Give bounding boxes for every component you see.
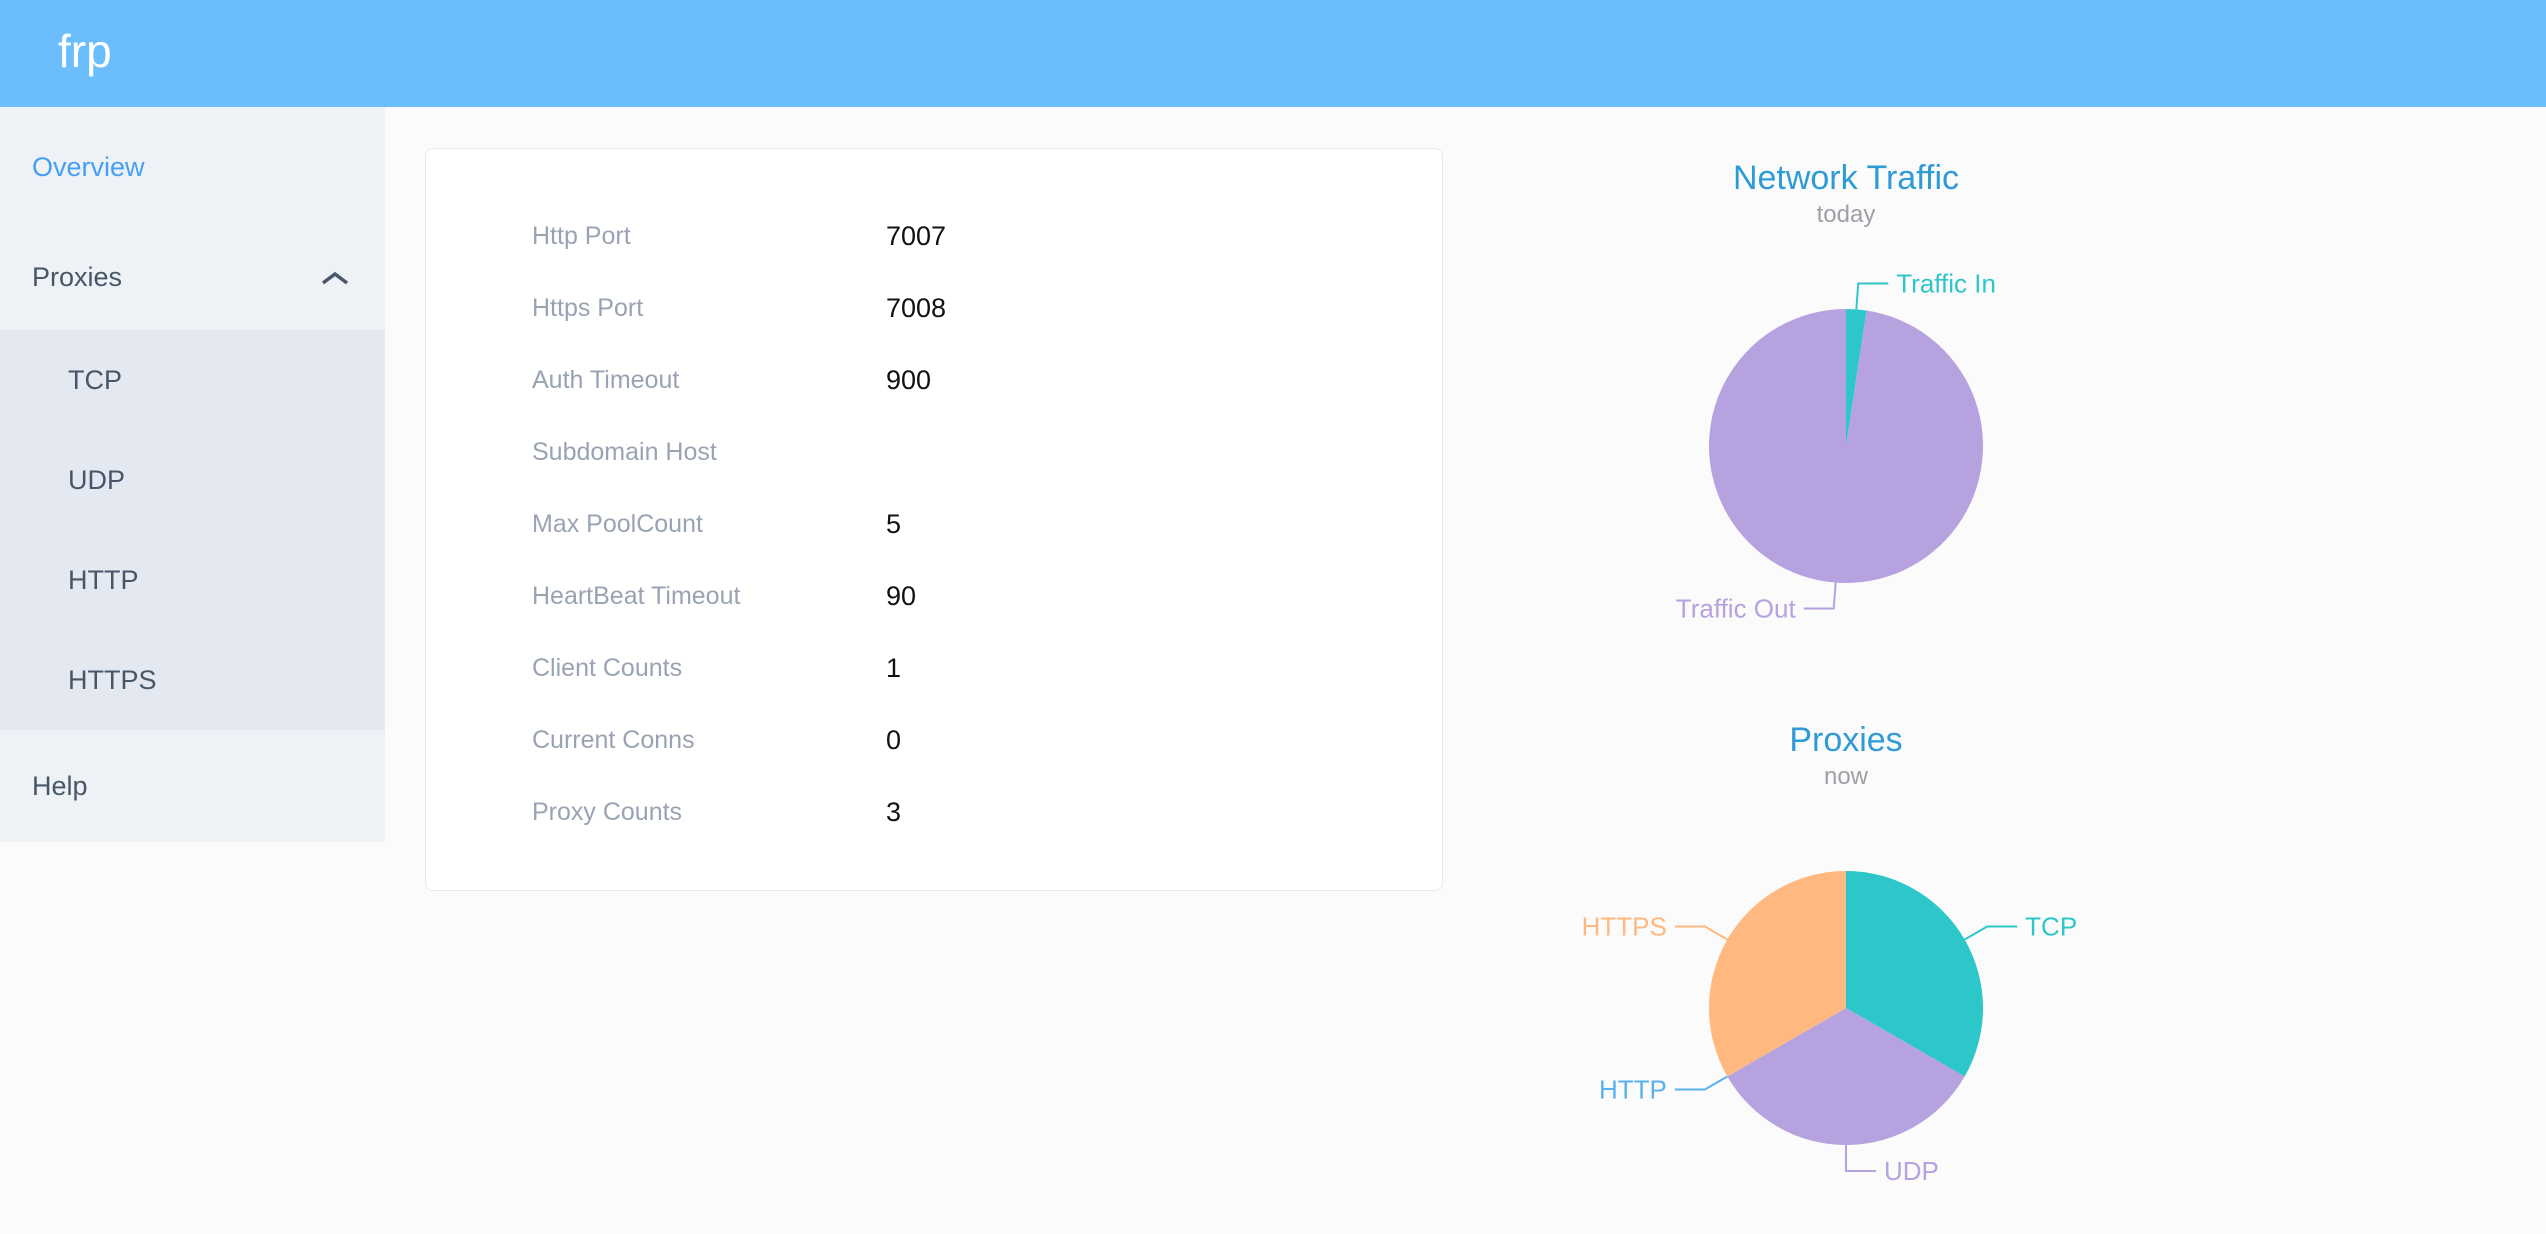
sidebar-item-label: Proxies [32,262,123,292]
network-traffic-chart: Network Traffic today Traffic In Traffic … [1446,150,2246,660]
network-traffic-pie: Traffic In Traffic Out [1676,268,1996,624]
config-label: Http Port [532,221,631,250]
pie-label-tcp: TCP [2025,912,2077,942]
pie-label-line-traffic-in [1855,282,1889,310]
config-value: 900 [886,364,932,395]
pie-slice-tcp[interactable] [1846,871,1984,1077]
pie-label-line-http [1674,1075,1728,1091]
sidebar-item-proxies[interactable]: Proxies [0,229,385,325]
config-value: 3 [886,796,902,827]
server-config-card: Http Port 7007 Https Port 7008 Auth Timeout 9… [425,148,1443,891]
server-config-rows: Http Port 7007 Https Port 7008 Auth Timeout 9… [426,149,1442,848]
pie-label-http: HTTP [1599,1075,1667,1105]
sidebar-item-help[interactable]: Help [0,730,385,842]
sidebar-subitem-tcp[interactable]: TCP [68,365,122,395]
pie-slice-traffic-out[interactable] [1709,309,1984,583]
config-label: HeartBeat Timeout [532,581,741,610]
proxies-submenu: TCP UDP HTTP HTTPS [0,330,385,730]
pie-slice-https[interactable] [1708,871,1846,1077]
config-value: 0 [886,724,902,755]
pie-label-line-udp [1845,1145,1876,1172]
app-logo: frp [58,25,112,77]
sidebar-subitem-udp[interactable]: UDP [68,465,126,495]
sidebar-menu: Overview Proxies TCP UDP HTTP HTTPS Help [0,119,385,842]
pie-label-traffic-out: Traffic Out [1676,594,1797,624]
chart-title-proxies: Proxies [1789,721,1903,759]
config-row-http-port: Http Port 7007 [426,200,1442,272]
config-row-proxy-counts: Proxy Counts 3 [426,776,1442,848]
sidebar-subitem-http[interactable]: HTTP [68,565,139,595]
pie-label-https: HTTPS [1582,912,1667,942]
sidebar: Overview Proxies TCP UDP HTTP HTTPS Help [0,107,385,842]
chart-subtitle-proxies: now [1823,763,1869,790]
config-value: 5 [886,508,902,539]
config-label: Auth Timeout [532,365,680,394]
pie-label-line-traffic-out [1803,582,1837,610]
pie-label-udp: UDP [1884,1156,1939,1186]
config-label: Https Port [532,293,644,322]
chart-subtitle-network-traffic: today [1816,201,1876,228]
config-row-heartbeat-timeout: HeartBeat Timeout 90 [426,560,1442,632]
pie-label-line-tcp [1964,925,2018,941]
config-row-https-port: Https Port 7008 [426,272,1442,344]
pie-label-traffic-in: Traffic In [1896,268,1996,298]
config-row-auth-timeout: Auth Timeout 900 [426,344,1442,416]
pie-label-line-https [1674,925,1728,941]
config-label: Current Conns [532,725,695,754]
chart-title-network-traffic: Network Traffic [1732,159,1960,197]
app-header: frp [0,0,2546,107]
proxies-chart: Proxies now TCP UDP HTTP HTTPS [1446,712,2246,1222]
config-row-current-conns: Current Conns 0 [426,704,1442,776]
sidebar-item-overview[interactable]: Overview [0,119,385,215]
config-label: Client Counts [532,653,683,682]
config-value: 1 [886,652,902,683]
config-label: Max PoolCount [532,509,703,538]
sidebar-item-label: Help [32,771,88,801]
config-row-max-poolcount: Max PoolCount 5 [426,488,1442,560]
config-row-subdomain-host: Subdomain Host [426,416,1442,488]
config-label: Proxy Counts [532,797,683,826]
config-value: 7008 [886,292,947,323]
chevron-up-icon [321,271,349,285]
proxies-pie: TCP UDP HTTP HTTPS [1582,871,2077,1186]
sidebar-subitem-https[interactable]: HTTPS [68,665,157,695]
config-value: 7007 [886,220,947,251]
sidebar-item-label: Overview [32,152,145,182]
pie-slice-udp[interactable] [1727,1008,1965,1146]
config-value: 90 [886,580,917,611]
config-row-client-counts: Client Counts 1 [426,632,1442,704]
pie-slice-traffic-in[interactable] [1846,309,1867,446]
config-label: Subdomain Host [532,437,717,466]
